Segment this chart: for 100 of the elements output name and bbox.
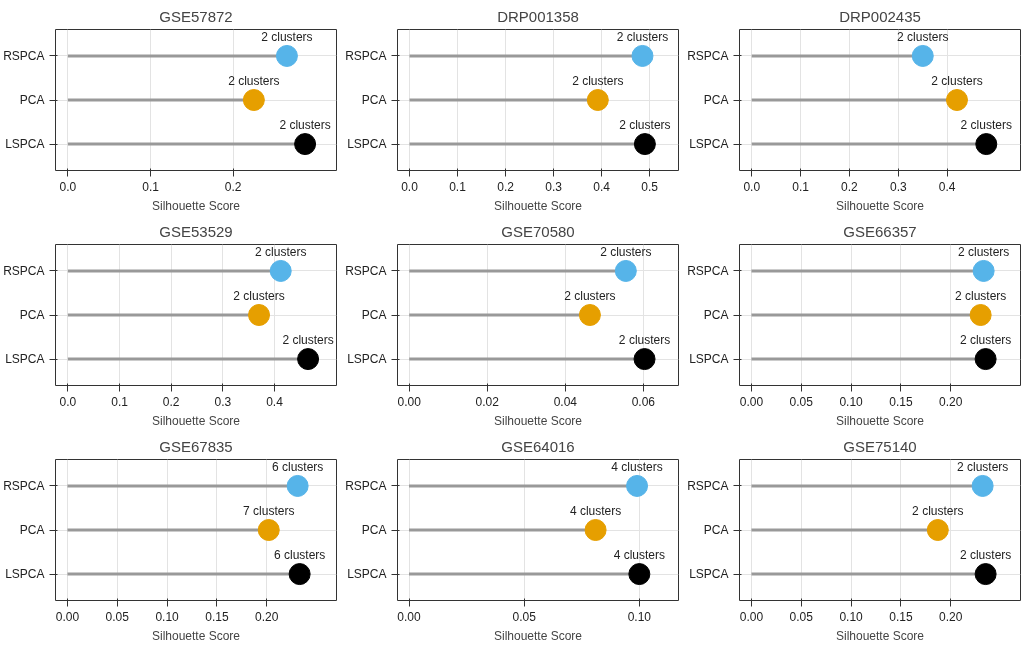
y-tick-label: LSPCA — [689, 567, 729, 582]
annotation: 2 clusters — [616, 29, 669, 44]
chart-title: DRP001358 — [497, 7, 579, 25]
annotation: 2 clusters — [261, 29, 313, 44]
y-tick-label: PCA — [361, 308, 387, 322]
annotation: 2 clusters — [572, 74, 624, 88]
annotation: 2 clusters — [564, 289, 616, 303]
x-tick-label: 0.00 — [739, 394, 764, 409]
x-tick-label: 0.5 — [641, 179, 659, 194]
x-tick-label: 0.06 — [631, 394, 656, 409]
x-tick-label: 0.20 — [939, 394, 963, 409]
annotation: 2 clusters — [912, 504, 964, 518]
annotation: 4 clusters — [613, 548, 666, 563]
annotation: 4 clusters — [611, 459, 663, 474]
x-tick-label: 0.10 — [839, 609, 864, 624]
y-tick-label: LSPCA — [689, 137, 729, 152]
annotation: 6 clusters — [273, 548, 326, 563]
annotation: 2 clusters — [954, 289, 1007, 303]
annotation: 2 clusters — [897, 29, 949, 44]
y-tick-label: PCA — [703, 523, 729, 537]
x-axis-title: Silhouette Score — [835, 413, 925, 428]
x-tick-label: 0.20 — [939, 609, 963, 624]
annotation: 2 clusters — [957, 244, 1010, 259]
annotation: 2 clusters — [233, 289, 285, 303]
x-tick-label: 0.1 — [142, 179, 160, 194]
x-tick-label: 0.2 — [841, 179, 859, 194]
annotation: 2 clusters — [960, 118, 1012, 133]
y-tick-label: RSPCA — [345, 478, 387, 493]
y-tick-label: LSPCA — [347, 567, 387, 582]
annotation: 2 clusters — [255, 244, 307, 259]
y-tick-label: PCA — [703, 308, 729, 322]
chart-title: GSE66357 — [843, 222, 917, 240]
chart-title: DRP002435 — [839, 7, 921, 25]
y-tick-label: RSPCA — [3, 478, 45, 493]
annotation: 2 clusters — [600, 244, 652, 259]
x-tick-label: 0.3 — [889, 179, 907, 194]
y-tick-label: LSPCA — [5, 352, 45, 367]
x-tick-label: 0.2 — [497, 179, 515, 194]
x-axis-title: Silhouette Score — [151, 198, 241, 213]
chart-title: GSE67835 — [159, 437, 233, 455]
annotation: 2 clusters — [959, 548, 1012, 563]
x-axis-title: Silhouette Score — [493, 198, 583, 213]
x-tick-label: 0.0 — [743, 179, 761, 194]
y-tick-label: PCA — [19, 308, 45, 322]
y-tick-label: LSPCA — [5, 137, 45, 152]
x-axis-title: Silhouette Score — [835, 198, 925, 213]
x-tick-label: 0.10 — [839, 394, 864, 409]
x-tick-label: 0.00 — [55, 609, 80, 624]
x-tick-label: 0.1 — [449, 179, 467, 194]
y-tick-label: RSPCA — [345, 48, 387, 63]
x-tick-label: 0.20 — [255, 609, 279, 624]
x-tick-label: 0.05 — [789, 394, 814, 409]
x-tick-label: 0.00 — [397, 609, 422, 624]
x-axis-title: Silhouette Score — [151, 413, 241, 428]
x-tick-label: 0.15 — [205, 609, 229, 624]
y-tick-label: LSPCA — [347, 352, 387, 367]
x-tick-label: 0.0 — [59, 394, 77, 409]
y-tick-label: LSPCA — [347, 137, 387, 152]
x-tick-label: 0.4 — [593, 179, 611, 194]
x-axis-title: Silhouette Score — [835, 628, 925, 643]
x-tick-label: 0.15 — [889, 394, 913, 409]
annotation: 4 clusters — [569, 504, 622, 518]
annotation: 6 clusters — [271, 459, 324, 474]
y-tick-label: PCA — [361, 523, 387, 537]
x-tick-label: 0.0 — [401, 179, 419, 194]
y-tick-label: RSPCA — [687, 48, 729, 63]
chart-title: GSE75140 — [843, 437, 917, 455]
x-tick-label: 0.10 — [155, 609, 180, 624]
annotation: 2 clusters — [282, 333, 334, 348]
chart-title: GSE70580 — [501, 222, 575, 240]
x-axis-title: Silhouette Score — [151, 628, 241, 643]
x-tick-label: 0.10 — [627, 609, 652, 624]
annotation: 2 clusters — [228, 74, 280, 88]
x-tick-label: 0.1 — [111, 394, 129, 409]
annotation: 2 clusters — [279, 118, 331, 133]
x-tick-label: 0.15 — [889, 609, 913, 624]
x-tick-label: 0.05 — [512, 609, 537, 624]
y-tick-label: PCA — [361, 93, 387, 107]
y-tick-label: LSPCA — [689, 352, 729, 367]
chart-title: GSE57872 — [159, 7, 233, 25]
y-tick-label: PCA — [19, 93, 45, 107]
annotation: 2 clusters — [931, 74, 983, 88]
annotation: 2 clusters — [618, 333, 671, 348]
x-tick-label: 0.4 — [266, 394, 284, 409]
y-tick-label: LSPCA — [5, 567, 45, 582]
annotation: 2 clusters — [956, 459, 1009, 474]
y-tick-label: RSPCA — [3, 48, 45, 63]
y-tick-label: RSPCA — [345, 263, 387, 278]
x-axis-title: Silhouette Score — [493, 628, 583, 643]
x-tick-label: 0.05 — [789, 609, 814, 624]
x-tick-label: 0.05 — [105, 609, 130, 624]
x-tick-label: 0.3 — [214, 394, 232, 409]
chart-title: GSE53529 — [159, 222, 233, 240]
x-tick-label: 0.2 — [224, 179, 242, 194]
x-tick-label: 0.02 — [475, 394, 500, 409]
chart-title: GSE64016 — [501, 437, 575, 455]
x-tick-label: 0.4 — [938, 179, 956, 194]
y-tick-label: RSPCA — [687, 263, 729, 278]
x-tick-label: 0.00 — [397, 394, 422, 409]
x-tick-label: 0.04 — [553, 394, 578, 409]
